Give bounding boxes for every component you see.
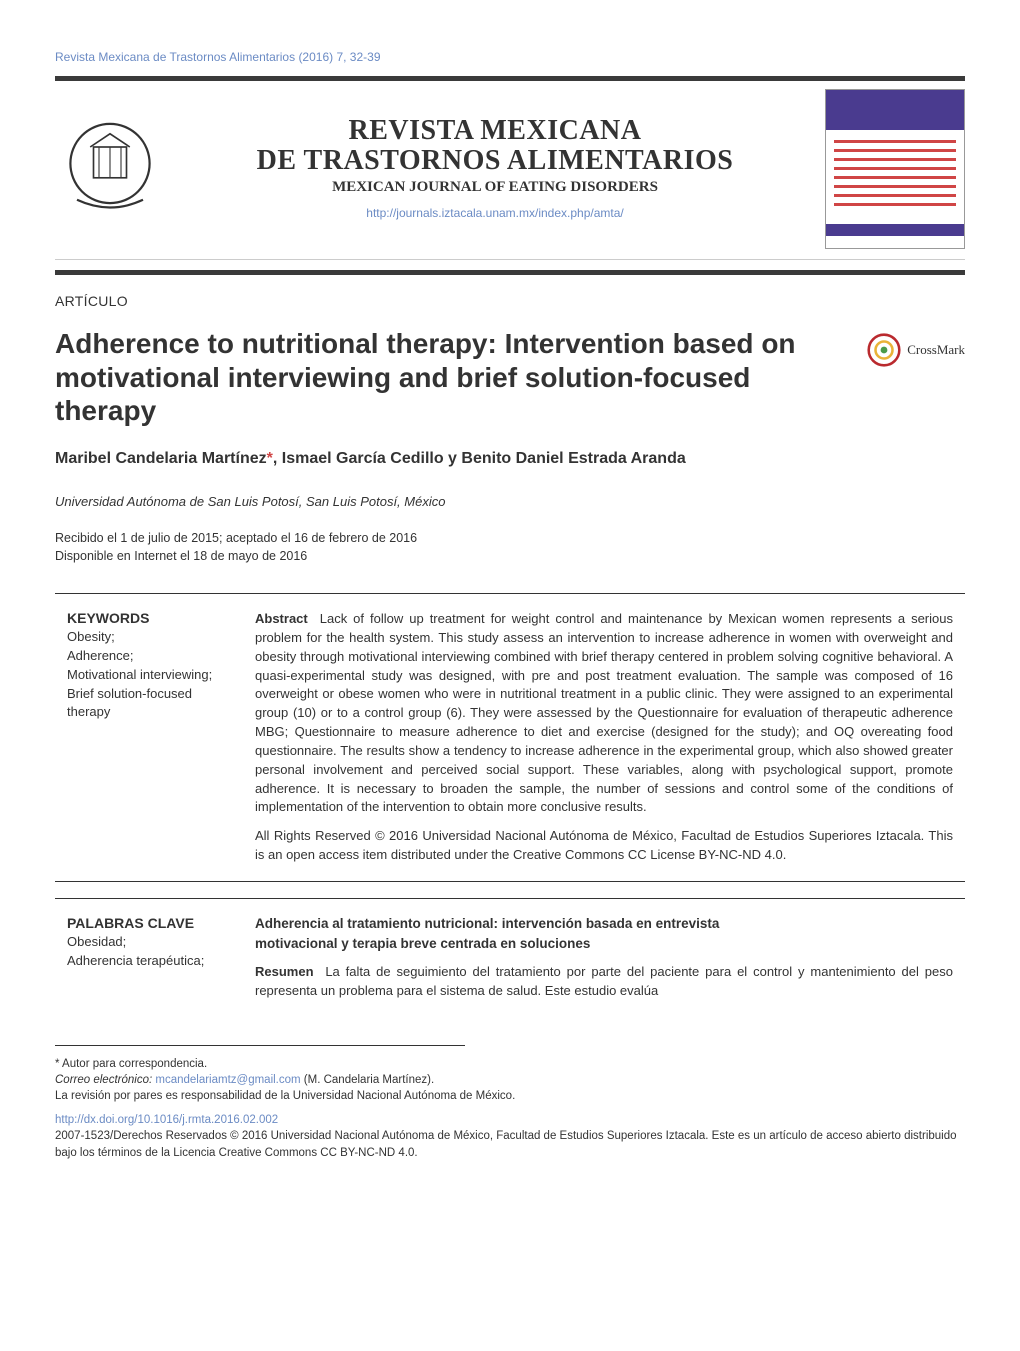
journal-title-block: REVISTA MEXICANA DE TRASTORNOS ALIMENTAR… [183, 116, 807, 222]
journal-subtitle: MEXICAN JOURNAL OF EATING DISORDERS [183, 179, 807, 196]
abstract-en-label: Abstract [255, 611, 308, 626]
email-label: Correo electrónico: [55, 1074, 152, 1086]
keywords-es-column: PALABRAS CLAVE Obesidad; Adherencia tera… [55, 899, 255, 1017]
footnote-block: * Autor para correspondencia. Correo ele… [55, 1056, 965, 1104]
abstract-en-column: Abstract Lack of follow up treatment for… [255, 594, 965, 881]
journal-url-link[interactable]: http://journals.iztacala.unam.mx/index.p… [366, 206, 623, 220]
footnote-separator [55, 1045, 465, 1046]
corresponding-author: Maribel Candelaria Martínez [55, 450, 267, 467]
crossmark-icon [867, 333, 901, 367]
abstract-es-title-line1: Adherencia al tratamiento nutricional: i… [255, 915, 953, 933]
crossmark-label: CrossMark [907, 342, 965, 358]
article-title: Adherence to nutritional therapy: Interv… [55, 327, 849, 428]
corresponding-author-label: * Autor para correspondencia. [55, 1056, 965, 1072]
keywords-en-list: Obesity; Adherence; Motivational intervi… [67, 628, 237, 722]
article-type-label: ARTÍCULO [55, 293, 965, 309]
email-author-name: (M. Candelaria Martínez). [301, 1074, 435, 1086]
online-date: Disponible en Internet el 18 de mayo de … [55, 547, 965, 565]
divider-top [55, 76, 965, 81]
journal-title-line1: REVISTA MEXICANA [183, 116, 807, 145]
other-authors: , Ismael García Cedillo y Benito Daniel … [273, 450, 686, 467]
institution-logo [55, 114, 165, 224]
author-email-link[interactable]: mcandelariamtz@gmail.com [155, 1074, 300, 1086]
abstract-es-body: La falta de seguimiento del tratamiento … [255, 964, 953, 998]
crossmark-badge[interactable]: CrossMark [867, 333, 965, 367]
affiliation: Universidad Autónoma de San Luis Potosí,… [55, 494, 965, 509]
keywords-es-heading: PALABRAS CLAVE [67, 915, 237, 931]
abstract-es-title-line2: motivacional y terapia breve centrada en… [255, 935, 953, 953]
abstract-en-body: Lack of follow up treatment for weight c… [255, 611, 953, 814]
abstract-es-column: Adherencia al tratamiento nutricional: i… [255, 899, 965, 1017]
abstract-en-block: KEYWORDS Obesity; Adherence; Motivationa… [55, 593, 965, 882]
journal-header: REVISTA MEXICANA DE TRASTORNOS ALIMENTAR… [55, 89, 965, 260]
keywords-en-column: KEYWORDS Obesity; Adherence; Motivationa… [55, 594, 255, 881]
abstract-es-block: PALABRAS CLAVE Obesidad; Adherencia tera… [55, 898, 965, 1017]
keywords-en-heading: KEYWORDS [67, 610, 237, 626]
keywords-es-list: Obesidad; Adherencia terapéutica; [67, 933, 237, 971]
peer-review-note: La revisión por pares es responsabilidad… [55, 1088, 965, 1104]
header-citation: Revista Mexicana de Trastornos Alimentar… [55, 50, 965, 64]
journal-cover-thumbnail [825, 89, 965, 249]
copyright-footer: 2007-1523/Derechos Reservados © 2016 Uni… [55, 1128, 965, 1160]
abstract-en-rights: All Rights Reserved © 2016 Universidad N… [255, 827, 953, 865]
abstract-es-label: Resumen [255, 964, 314, 979]
doi-link[interactable]: http://dx.doi.org/10.1016/j.rmta.2016.02… [55, 1114, 965, 1126]
article-dates: Recibido el 1 de julio de 2015; aceptado… [55, 529, 965, 565]
journal-title-line2: DE TRASTORNOS ALIMENTARIOS [183, 146, 807, 175]
divider-below-header [55, 270, 965, 275]
authors: Maribel Candelaria Martínez*, Ismael Gar… [55, 450, 965, 468]
received-accepted-date: Recibido el 1 de julio de 2015; aceptado… [55, 529, 965, 547]
